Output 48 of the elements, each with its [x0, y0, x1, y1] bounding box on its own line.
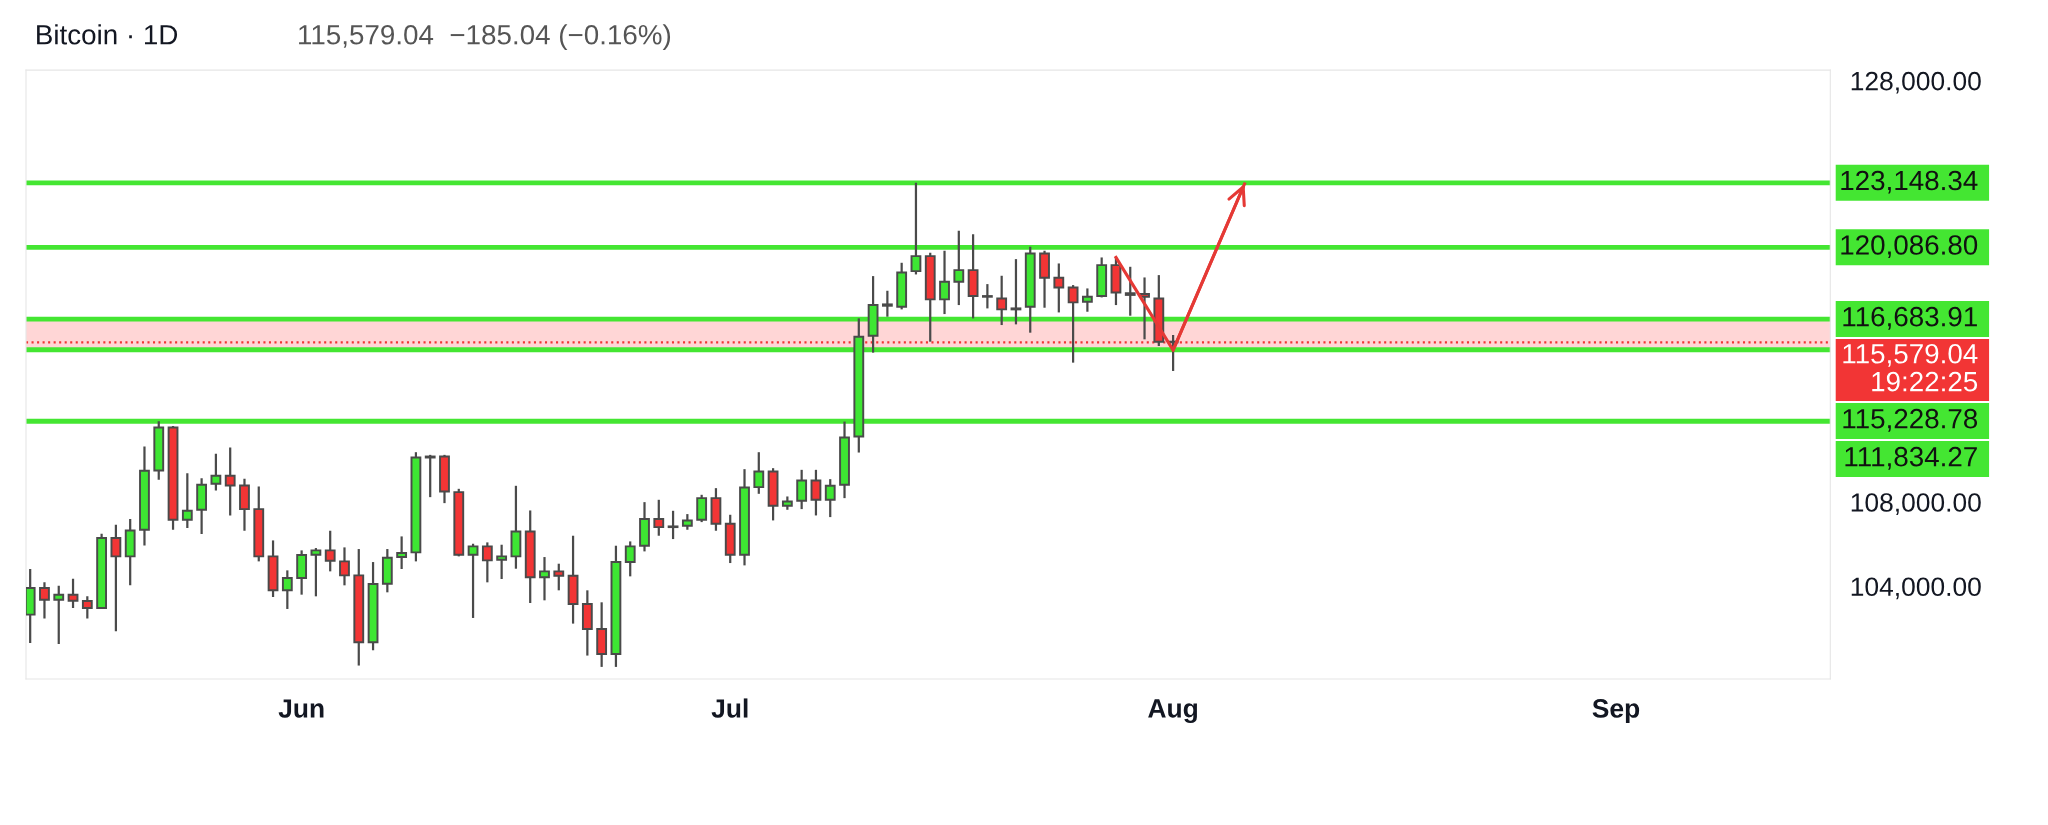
candlestick — [824, 478, 836, 519]
candlestick — [467, 542, 479, 620]
x-tick-label: Sep — [1592, 699, 1640, 724]
candlestick — [981, 283, 993, 310]
candlestick — [310, 546, 322, 598]
x-tick-label: Jul — [711, 698, 748, 718]
candlestick — [324, 529, 336, 573]
candlestick — [539, 555, 550, 602]
candlestick — [224, 446, 236, 517]
candlestick — [67, 577, 79, 610]
chart-subtitle: 115,579.04 −185.04 (−0.16%) — [299, 24, 671, 51]
ref-line-label: 115,228.78 — [1843, 408, 1978, 432]
y-tick-label: 128,000.00 — [1851, 71, 1981, 94]
x-tick-label: Jun — [278, 699, 324, 718]
candlestick — [1053, 262, 1065, 314]
x-tick-label: Aug — [1148, 699, 1197, 724]
ref-line-label: 123,148.34 — [1841, 170, 1978, 194]
candlestick — [653, 498, 665, 537]
ref-line-label: 116,683.91 — [1843, 306, 1977, 330]
candlestick — [481, 541, 493, 584]
chart-title: Bitcoin · 1D — [37, 24, 178, 45]
candlestick — [239, 477, 250, 532]
candlestick — [796, 468, 808, 511]
ref-line-label: 111,834.27 — [1845, 446, 1977, 470]
candlestick — [667, 509, 679, 541]
candlestick — [696, 493, 708, 524]
candlestick — [553, 562, 565, 592]
candlestick — [339, 546, 350, 587]
candlestick — [281, 569, 293, 611]
candlestick — [1081, 287, 1093, 313]
candlestick — [53, 584, 65, 646]
candlestick — [296, 549, 308, 596]
y-tick-label: 104,000.00 — [1851, 577, 1981, 600]
candlestick — [210, 452, 222, 492]
candlestick — [81, 595, 93, 620]
ref-line-label: 120,086.80 — [1841, 235, 1978, 259]
candlestick — [496, 543, 508, 581]
candlestick — [396, 535, 408, 571]
ref-line-label: 115,579.04 19:22:25 — [1843, 343, 1978, 392]
candlestick — [110, 523, 122, 633]
candlestick — [624, 540, 636, 578]
y-tick-label: 108,000.00 — [1851, 493, 1981, 515]
candlestick — [39, 581, 50, 620]
candlestick — [996, 274, 1008, 327]
candlestick — [753, 451, 765, 495]
candlestick — [181, 472, 193, 530]
candlestick — [1139, 276, 1150, 341]
candlestick — [810, 468, 822, 517]
